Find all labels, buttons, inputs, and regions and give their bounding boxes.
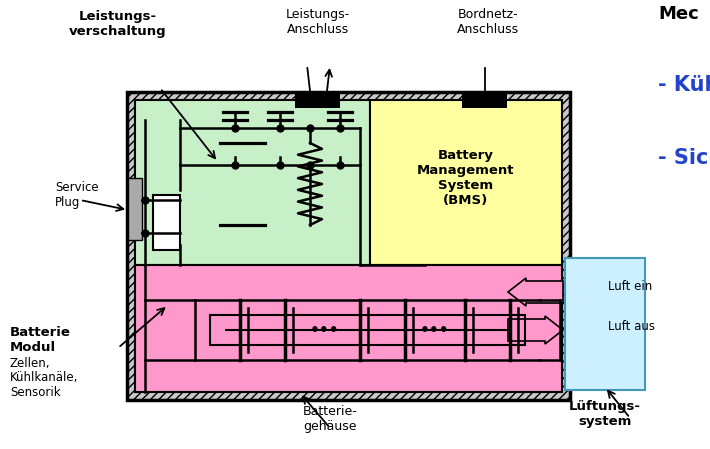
Text: - Kühl: - Kühl [658, 75, 710, 95]
Bar [128, 178, 142, 240]
Text: Battery
Management
System
(BMS): Battery Management System (BMS) [417, 149, 515, 207]
Text: Batterie
Modul: Batterie Modul [10, 326, 71, 354]
Text: - Siche: - Siche [658, 148, 710, 168]
Text: Batterie-
gehäuse: Batterie- gehäuse [302, 405, 357, 433]
Text: Leistungs-
verschaltung: Leistungs- verschaltung [69, 10, 167, 38]
Bar [135, 100, 370, 265]
FancyArrow shape [508, 278, 563, 306]
Text: Luft ein: Luft ein [608, 281, 652, 294]
Bar [153, 195, 180, 250]
Text: Service
Plug: Service Plug [55, 181, 99, 209]
Text: Lüftungs-
system: Lüftungs- system [569, 400, 641, 428]
Text: Leistungs-
Anschluss: Leistungs- Anschluss [286, 8, 350, 36]
Bar [565, 258, 645, 390]
Text: Luft aus: Luft aus [608, 320, 655, 333]
Text: •••: ••• [420, 322, 450, 338]
Bar [462, 92, 507, 108]
Text: •••: ••• [310, 322, 340, 338]
Text: Mec: Mec [658, 5, 699, 23]
Bar [295, 92, 340, 108]
Bar [210, 315, 525, 345]
Bar [127, 92, 570, 400]
FancyArrow shape [508, 316, 563, 344]
Text: Zellen,
Kühlkanäle,
Sensorik: Zellen, Kühlkanäle, Sensorik [10, 357, 78, 400]
Text: Bordnetz-
Anschluss: Bordnetz- Anschluss [457, 8, 519, 36]
Bar [370, 100, 562, 265]
Bar [135, 265, 562, 392]
